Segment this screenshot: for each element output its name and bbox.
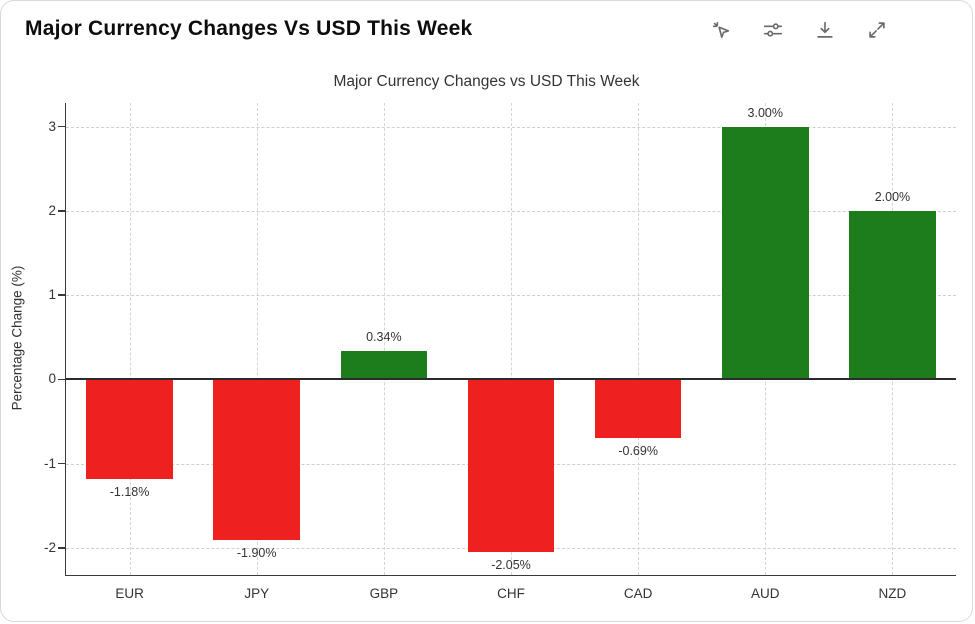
adjustments-icon[interactable] (760, 17, 786, 43)
y-tick-label: -1 (43, 455, 56, 471)
y-tick-mark (58, 378, 66, 381)
bar-jpy[interactable] (213, 379, 300, 540)
bar-gbp[interactable] (340, 350, 428, 380)
chart-title: Major Currency Changes vs USD This Week (333, 73, 640, 90)
x-gridline (383, 103, 385, 575)
y-tick-mark (58, 294, 66, 296)
bar-value-label: -1.18% (109, 484, 150, 499)
bar-nzd[interactable] (849, 210, 936, 380)
bar-value-label: -1.90% (236, 545, 277, 560)
bar-value-label: -2.05% (491, 558, 531, 573)
y-tick-label: 2 (48, 202, 56, 218)
x-category-label: CHF (497, 586, 525, 601)
x-gridline (129, 103, 131, 575)
bar-value-label: 2.00% (874, 189, 911, 204)
bar-value-label: 0.34% (366, 329, 402, 344)
bar-value-label: 3.00% (747, 105, 783, 120)
y-tick-label: -2 (43, 540, 56, 556)
y-tick-label: 0 (48, 371, 56, 387)
x-gridline (256, 103, 258, 575)
x-category-label: CAD (623, 586, 653, 601)
x-category-label: NZD (878, 586, 907, 601)
y-tick-mark (58, 210, 66, 212)
y-tick-label: 1 (48, 287, 56, 303)
bar-cad[interactable] (594, 379, 682, 438)
x-category-label: GBP (369, 586, 399, 601)
y-tick-mark (58, 125, 66, 128)
bar-chf[interactable] (467, 379, 555, 553)
plot-area[interactable]: 3 2 1 0 -1 -2 EUR JPY GBP CHF CAD AUD NZD -1.18% -1.90… (44, 103, 956, 601)
x-gridline (638, 103, 640, 575)
x-category-label: AUD (751, 586, 780, 601)
window-title: Major Currency Changes Vs USD This Week (25, 17, 473, 40)
x-category-label: JPY (244, 586, 270, 601)
download-icon[interactable] (812, 17, 838, 43)
chart-toolbar (708, 17, 890, 43)
card-header: Major Currency Changes Vs USD This Week (1, 1, 972, 57)
x-gridline (511, 103, 512, 575)
interactive-mode-icon[interactable] (708, 17, 734, 43)
x-category-label: EUR (115, 586, 144, 601)
y-tick-mark (58, 462, 66, 465)
expand-icon[interactable] (864, 17, 890, 43)
y-tick-label: 3 (48, 118, 56, 134)
bar-aud[interactable] (722, 126, 809, 380)
bar-value-label: -0.69% (618, 443, 658, 458)
y-tick-mark (58, 547, 66, 549)
bar-eur[interactable] (86, 379, 173, 479)
zero-axis-line (66, 378, 956, 381)
